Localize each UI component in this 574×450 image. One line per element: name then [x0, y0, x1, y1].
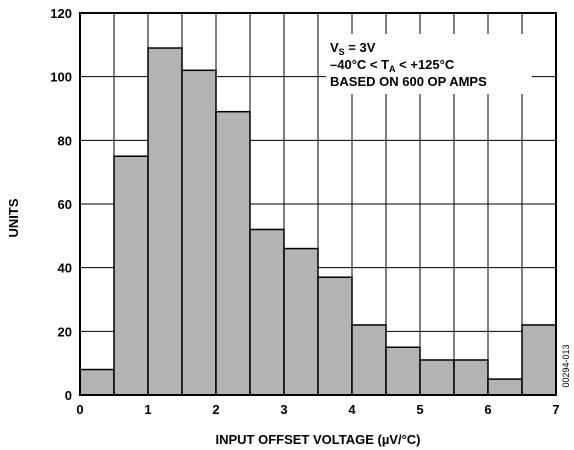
- histogram-bar-2: [147, 47, 183, 396]
- histogram-bar-1: [113, 155, 149, 396]
- y-tick-label-0: 0: [65, 388, 72, 403]
- y-tick-label-1: 20: [58, 324, 72, 339]
- x-tick-label-2: 2: [212, 402, 219, 417]
- histogram-bar-5: [249, 228, 285, 396]
- x-tick-label-5: 5: [416, 402, 423, 417]
- histogram-bar-8: [351, 324, 387, 396]
- histogram-bar-12: [487, 378, 523, 396]
- y-tick-labels: 0 20 40 60 80 100 120: [50, 6, 72, 403]
- annotation-background: [326, 34, 532, 94]
- x-axis-title: INPUT OFFSET VOLTAGE (µV/°C): [215, 432, 420, 447]
- y-tick-label-6: 120: [50, 6, 72, 21]
- histogram-bars: [79, 47, 557, 396]
- figure-id: 00294-013: [561, 344, 571, 387]
- histogram-bar-13: [521, 324, 557, 396]
- histogram-bar-4: [215, 110, 251, 396]
- x-tick-labels: 0 1 2 3 4 5 6 7: [76, 402, 559, 417]
- x-tick-label-7: 7: [552, 402, 559, 417]
- histogram-bar-10: [419, 359, 455, 396]
- histogram-bar-9: [385, 346, 421, 396]
- histogram-bar-11: [453, 359, 489, 396]
- y-axis-title: UNITS: [6, 198, 21, 237]
- y-tick-label-2: 40: [58, 261, 72, 276]
- annotation-temperature-range: –40°C < TA < +125°C: [330, 57, 455, 74]
- annotation-supply-voltage: VS = 3V: [330, 40, 376, 57]
- x-tick-label-4: 4: [348, 402, 356, 417]
- x-tick-label-6: 6: [484, 402, 491, 417]
- plot-frame: [79, 12, 557, 396]
- x-tick-label-3: 3: [280, 402, 287, 417]
- histogram-bar-3: [181, 69, 217, 396]
- x-tick-label-0: 0: [76, 402, 83, 417]
- histogram-bar-6: [283, 247, 319, 396]
- histogram-bar-7: [317, 276, 353, 396]
- y-tick-label-3: 60: [58, 197, 72, 212]
- y-tick-label-5: 100: [50, 70, 72, 85]
- y-tick-label-4: 80: [58, 133, 72, 148]
- x-tick-label-1: 1: [144, 402, 151, 417]
- annotation-sample-size: BASED ON 600 OP AMPS: [330, 74, 487, 89]
- histogram-bar-0: [79, 368, 115, 396]
